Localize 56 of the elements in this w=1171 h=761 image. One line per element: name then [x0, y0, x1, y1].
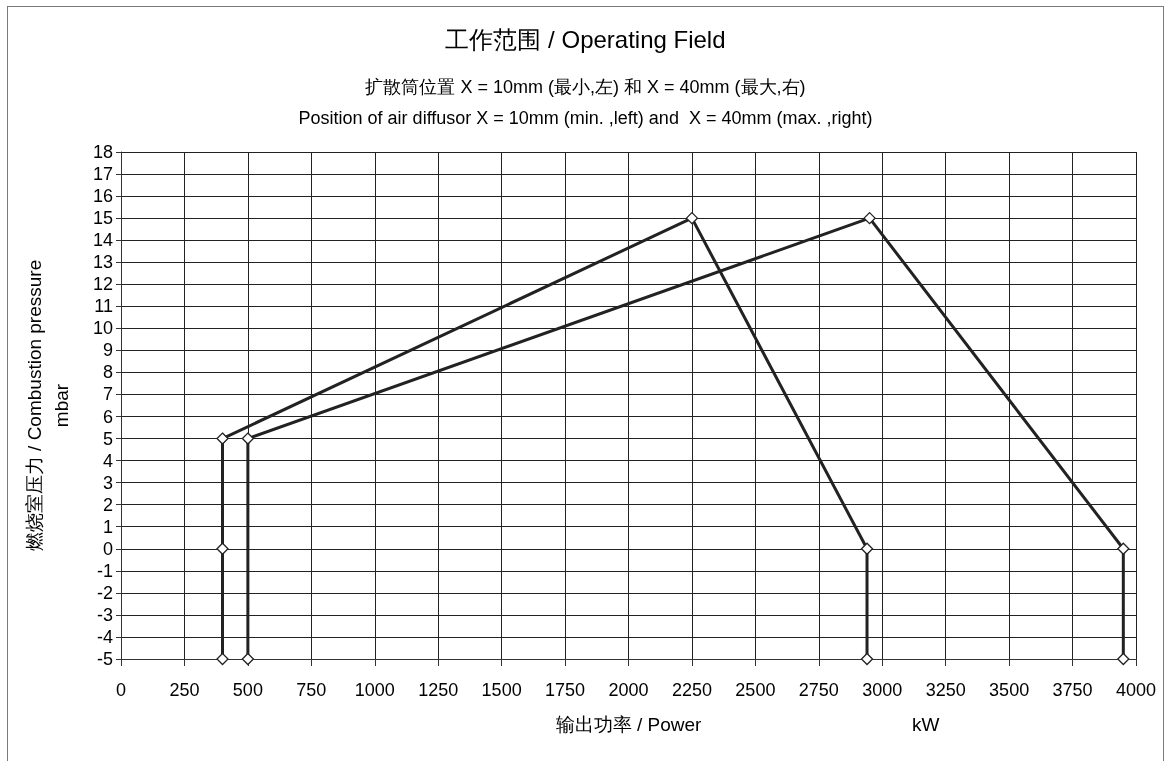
point: [216, 432, 229, 445]
y-tick-label: 16: [92, 186, 113, 207]
point: [216, 542, 229, 555]
point: [1117, 652, 1130, 666]
x-tick-label: 3250: [925, 680, 966, 700]
y-tick-label: 1: [102, 516, 113, 537]
y-tick-label: 17: [92, 164, 113, 185]
point: [860, 652, 874, 666]
y-tick-label: 13: [92, 252, 113, 273]
y-tick-label: 10: [92, 318, 113, 339]
y-tick-label: 7: [102, 384, 113, 405]
y-tick-label: 12: [92, 274, 113, 295]
y-tick-label: -1: [96, 560, 113, 581]
y-tick-label: -4: [96, 626, 113, 647]
x-tick-label: 1000: [354, 680, 395, 700]
chart-title: 工作范围 / Operating Field: [445, 25, 726, 53]
point: [863, 211, 876, 225]
y-tick-label: 14: [92, 230, 113, 251]
x-tick-label: 1500: [481, 680, 522, 700]
y-tick-label: 0: [102, 538, 113, 559]
x-tick-label: 2500: [735, 680, 776, 700]
y-tick-label: 6: [102, 406, 113, 427]
x-tick-label: 2250: [671, 680, 712, 700]
y-tick-label: 9: [102, 340, 113, 361]
y-tick-label: 11: [94, 296, 113, 317]
point: [685, 211, 699, 225]
x-tick-label: 250: [169, 680, 200, 700]
point: [241, 652, 255, 666]
point: [241, 432, 255, 445]
x-tick-label: 750: [296, 680, 327, 700]
text: kW: [912, 714, 940, 735]
x-tick-label: 4000: [1115, 680, 1157, 700]
x-tick-label: 2000: [608, 680, 649, 700]
y-tick-label: 3: [102, 472, 113, 493]
y-tick-label: 4: [102, 450, 113, 471]
point: [1117, 542, 1130, 555]
y-tick-label: -5: [96, 649, 113, 669]
y-tick-label: 2: [102, 494, 113, 515]
x-axis-title: 输出功率 / Power: [555, 714, 703, 735]
x-tick-label: 3000: [862, 680, 903, 700]
y-tick-label: -2: [96, 582, 113, 603]
x-tick-label: 3500: [989, 680, 1030, 700]
point: [860, 542, 874, 555]
y-tick-label: -3: [96, 604, 113, 625]
x-tick-label: 1250: [418, 680, 459, 700]
y-tick-label: 5: [102, 428, 113, 449]
x-tick-label: 1750: [545, 680, 586, 700]
y-tick-label: 8: [102, 362, 113, 383]
x-tick-label: 0: [115, 680, 127, 700]
chart-subtitle: 扩散筒位置 X = 10mm (最小,左) 和 X = 40mm (最大,右) Position of air diffusor X = 10mm (min. ,left) and X = 40mm (max. ,right): [298, 76, 873, 128]
y-axis-title: 燃烧室压力 / Combustion pressure mbar: [24, 259, 72, 552]
x-tick-label: 3750: [1052, 680, 1093, 700]
y-tick-label: 18: [92, 142, 113, 162]
x-tick-label: 2750: [798, 680, 839, 700]
y-tick-label: 15: [92, 208, 113, 229]
x-tick-label: 500: [232, 680, 263, 700]
